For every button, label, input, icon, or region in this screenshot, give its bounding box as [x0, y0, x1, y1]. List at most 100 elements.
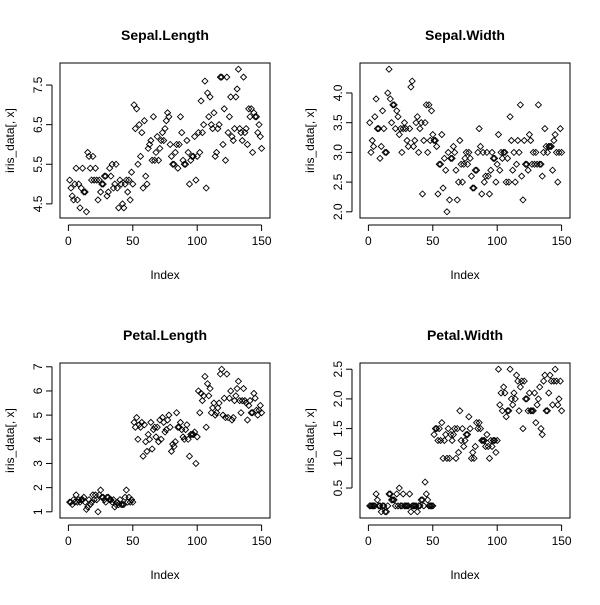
- y-tick-label: 2.5: [331, 361, 345, 378]
- data-point: [176, 418, 185, 427]
- y-tick-label: 5: [31, 411, 45, 418]
- data-point: [368, 502, 376, 510]
- data-point: [99, 180, 107, 188]
- data-point: [129, 180, 137, 188]
- y-tick-label: 1.0: [331, 450, 345, 467]
- data-point: [469, 184, 477, 192]
- data-point: [500, 148, 508, 157]
- data-point: [78, 164, 87, 172]
- data-point: [68, 192, 76, 200]
- data-point: [167, 152, 176, 160]
- data-point: [238, 396, 246, 405]
- data-point: [529, 407, 537, 415]
- data-point: [543, 407, 552, 415]
- data-point: [207, 121, 216, 129]
- data-point: [447, 430, 455, 439]
- data-point: [256, 401, 264, 410]
- data-point: [414, 502, 423, 510]
- data-point: [211, 152, 219, 160]
- data-point: [516, 101, 525, 109]
- data-point: [72, 164, 80, 172]
- data-point: [445, 196, 454, 204]
- data-point: [418, 190, 427, 198]
- data-point: [167, 447, 176, 456]
- data-point: [550, 377, 558, 385]
- panel-2: Sepal.Width 0 50 100 150 2.0 2.5 3.0 3.5 4.0 Index…: [303, 27, 572, 282]
- data-point: [203, 380, 212, 388]
- data-point: [220, 394, 228, 402]
- data-point: [175, 140, 183, 149]
- data-point: [444, 424, 452, 433]
- data-point: [152, 148, 160, 157]
- data-point: [505, 407, 513, 415]
- data-point: [215, 121, 223, 129]
- data-point: [490, 154, 499, 162]
- data-point: [434, 436, 442, 445]
- data-point: [391, 124, 400, 133]
- data-point: [170, 442, 178, 451]
- data-point: [542, 407, 550, 415]
- data-point: [555, 148, 563, 157]
- chart-title: Petal.Length: [123, 327, 207, 343]
- data-point: [442, 430, 450, 439]
- data-point: [142, 438, 150, 446]
- data-point: [122, 176, 130, 184]
- data-point: [393, 107, 401, 115]
- data-point: [496, 401, 504, 409]
- data-point: [102, 172, 110, 180]
- x-tick-label: 150: [252, 234, 272, 248]
- y-tick-label: 6: [31, 387, 45, 394]
- data-point: [142, 172, 150, 180]
- y-tick-label: 0.5: [331, 479, 345, 496]
- data-point: [196, 409, 204, 417]
- data-point: [138, 128, 146, 137]
- y-tick-label: 3: [31, 460, 45, 467]
- data-point: [381, 508, 389, 516]
- data-point: [530, 160, 539, 168]
- data-point: [161, 124, 169, 133]
- data-point: [200, 121, 208, 129]
- data-point: [385, 490, 393, 498]
- data-point: [452, 166, 460, 174]
- data-point: [556, 124, 564, 133]
- data-point: [479, 436, 487, 445]
- data-point: [160, 136, 168, 145]
- data-point: [557, 407, 566, 415]
- data-point: [400, 119, 409, 127]
- data-point: [510, 148, 518, 157]
- data-point: [130, 101, 138, 109]
- data-point: [458, 178, 467, 186]
- data-point: [117, 500, 125, 509]
- data-point: [472, 419, 481, 427]
- data-point: [371, 113, 379, 121]
- data-point: [77, 496, 85, 504]
- data-point: [519, 424, 527, 433]
- panel-4: Petal.Width 0 50 100 150 0.5 1.0 1.5 2.0 2.5 Index…: [303, 327, 572, 582]
- data-point: [407, 83, 415, 91]
- data-point: [254, 128, 262, 137]
- data-point: [113, 184, 121, 192]
- data-point: [438, 419, 446, 427]
- data-point: [422, 101, 430, 109]
- data-point: [533, 401, 541, 409]
- data-point: [442, 166, 450, 174]
- data-point: [134, 435, 142, 443]
- data-point: [154, 156, 163, 164]
- x-tick-label: 0: [365, 234, 372, 248]
- data-point: [521, 160, 530, 168]
- y-axis-label: iris_data[, x]: [303, 108, 317, 173]
- data-point: [527, 407, 535, 415]
- data-point: [445, 454, 454, 462]
- data-point: [94, 196, 102, 204]
- data-point: [133, 413, 141, 422]
- data-point: [86, 164, 94, 172]
- data-point: [156, 144, 164, 153]
- data-point: [124, 188, 132, 196]
- data-point: [408, 77, 416, 85]
- data-point: [528, 160, 536, 168]
- x-axis-label: Index: [150, 268, 179, 282]
- data-point: [107, 172, 115, 180]
- data-point: [525, 389, 534, 397]
